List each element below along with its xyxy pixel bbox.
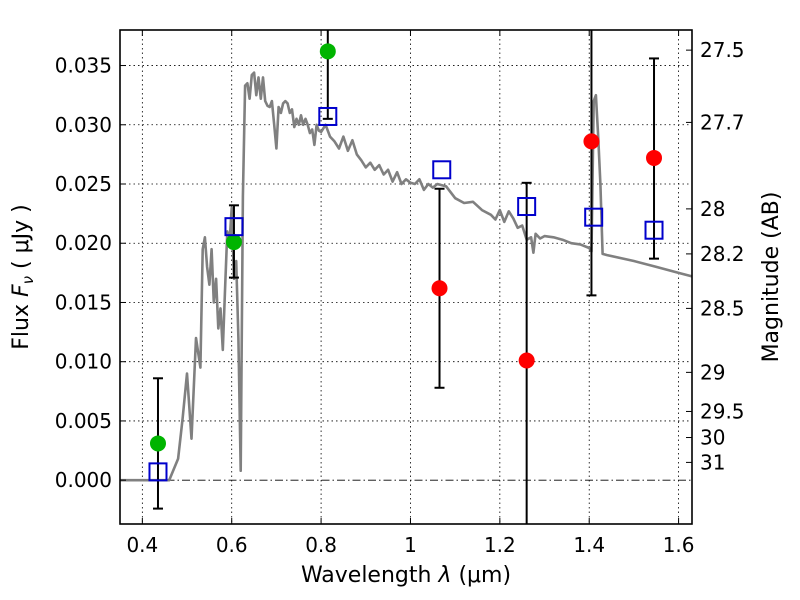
y2-axis-label: Magnitude (AB) [759,192,784,363]
x-tick-label: 1 [404,533,417,557]
green-data-point [319,43,336,60]
y-tick-label: 0.000 [55,468,112,492]
y-axis-label: Flux Fν ( μJy ) [9,204,37,349]
blue-square-marker [432,160,452,180]
error-bars [152,30,660,524]
x-tick-label: 1.4 [573,533,605,557]
x-tick-label: 1.6 [663,533,695,557]
y2-tick-label: 29 [700,360,725,384]
y-tick-label: 0.010 [55,350,112,374]
blue-square-marker [517,197,537,217]
y2-tick-label: 29.5 [700,399,745,423]
red-data-point [583,133,600,150]
blue-square-marker [224,217,244,237]
y2-tick-label: 28.2 [700,242,745,266]
y-tick-label: 0.005 [55,409,112,433]
y2-tick-label: 28 [700,197,725,221]
model-sed-layer [120,71,693,482]
green-data-point [149,435,166,452]
blue-square-marker [148,462,168,482]
y2-tick-label: 31 [700,450,725,474]
model-sed-curve [120,71,693,482]
x-tick-label: 0.6 [216,533,248,557]
red-data-point [518,352,535,369]
green-data-point [225,234,242,251]
x-axis-ticks: 0.4 0.6 0.8 1 1.2 1.4 1.6 [126,30,695,557]
y2-tick-label: 27.5 [700,38,745,62]
red-data-point [431,280,448,297]
x-axis-label: Wavelength λ (μm) [301,563,511,588]
red-data-point [646,149,663,166]
grid-lines [120,30,692,524]
x-tick-label: 0.8 [305,533,337,557]
y-tick-label: 0.015 [55,290,112,314]
y-tick-label: 0.035 [55,54,112,78]
y-tick-label: 0.025 [55,172,112,196]
blue-square-marker [644,220,664,240]
y-tick-label: 0.030 [55,113,112,137]
y-tick-label: 0.020 [55,231,112,255]
y2-tick-label: 30 [700,426,725,450]
y2-tick-label: 28.5 [700,296,745,320]
plot-frame [119,29,693,525]
y2-tick-label: 27.7 [700,110,745,134]
data-points [148,43,664,482]
x-tick-label: 0.4 [126,533,158,557]
x-tick-label: 1.2 [484,533,516,557]
y-axis-ticks: 0.000 0.005 0.010 0.015 0.020 0.025 0.030 0.035 [55,54,126,492]
blue-square-marker [318,106,338,126]
blue-square-marker [584,207,604,227]
